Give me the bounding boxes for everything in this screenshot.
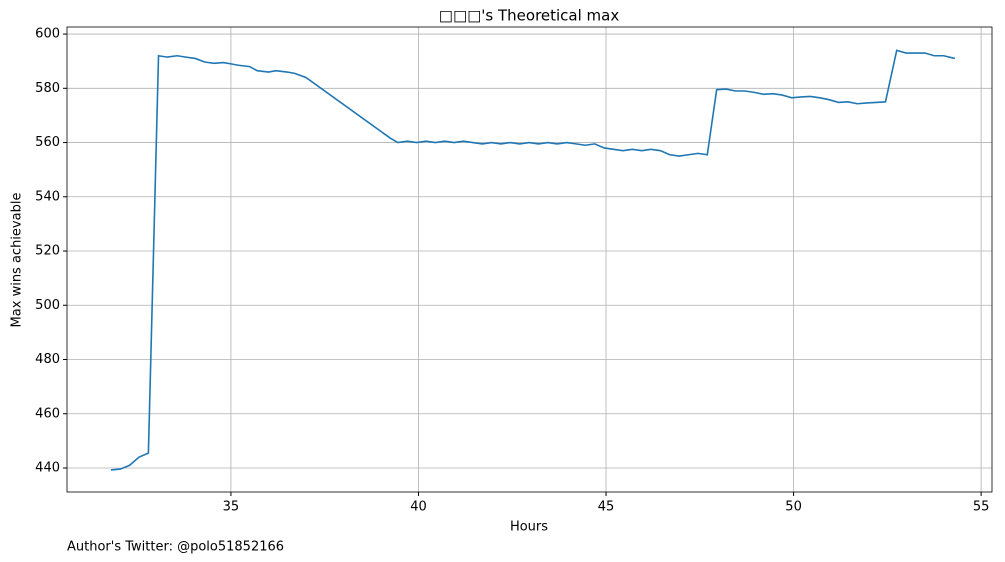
y-tick-label: 520 [35, 244, 60, 259]
y-tick-label: 600 [35, 27, 60, 42]
plot-frame [66, 26, 993, 493]
y-tick-label: 500 [35, 298, 60, 313]
x-tick-label: 40 [410, 500, 427, 515]
x-tick-label: 55 [973, 500, 990, 515]
footnote: Author's Twitter: @polo51852166 [67, 540, 284, 555]
chart-title: □□□'s Theoretical max [439, 7, 620, 25]
y-tick-label: 460 [35, 406, 60, 421]
y-tick-label: 480 [35, 352, 60, 367]
y-tick-label: 560 [35, 135, 60, 150]
x-tick-label: 45 [598, 500, 615, 515]
x-axis-label: Hours [510, 520, 548, 535]
x-tick-label: 50 [785, 500, 802, 515]
y-tick-label: 580 [35, 81, 60, 96]
y-tick-label: 540 [35, 189, 60, 204]
x-tick-label: 35 [223, 500, 240, 515]
y-axis-label: Max wins achievable [10, 193, 25, 328]
data-line [110, 49, 956, 471]
y-tick-label: 440 [35, 460, 60, 475]
